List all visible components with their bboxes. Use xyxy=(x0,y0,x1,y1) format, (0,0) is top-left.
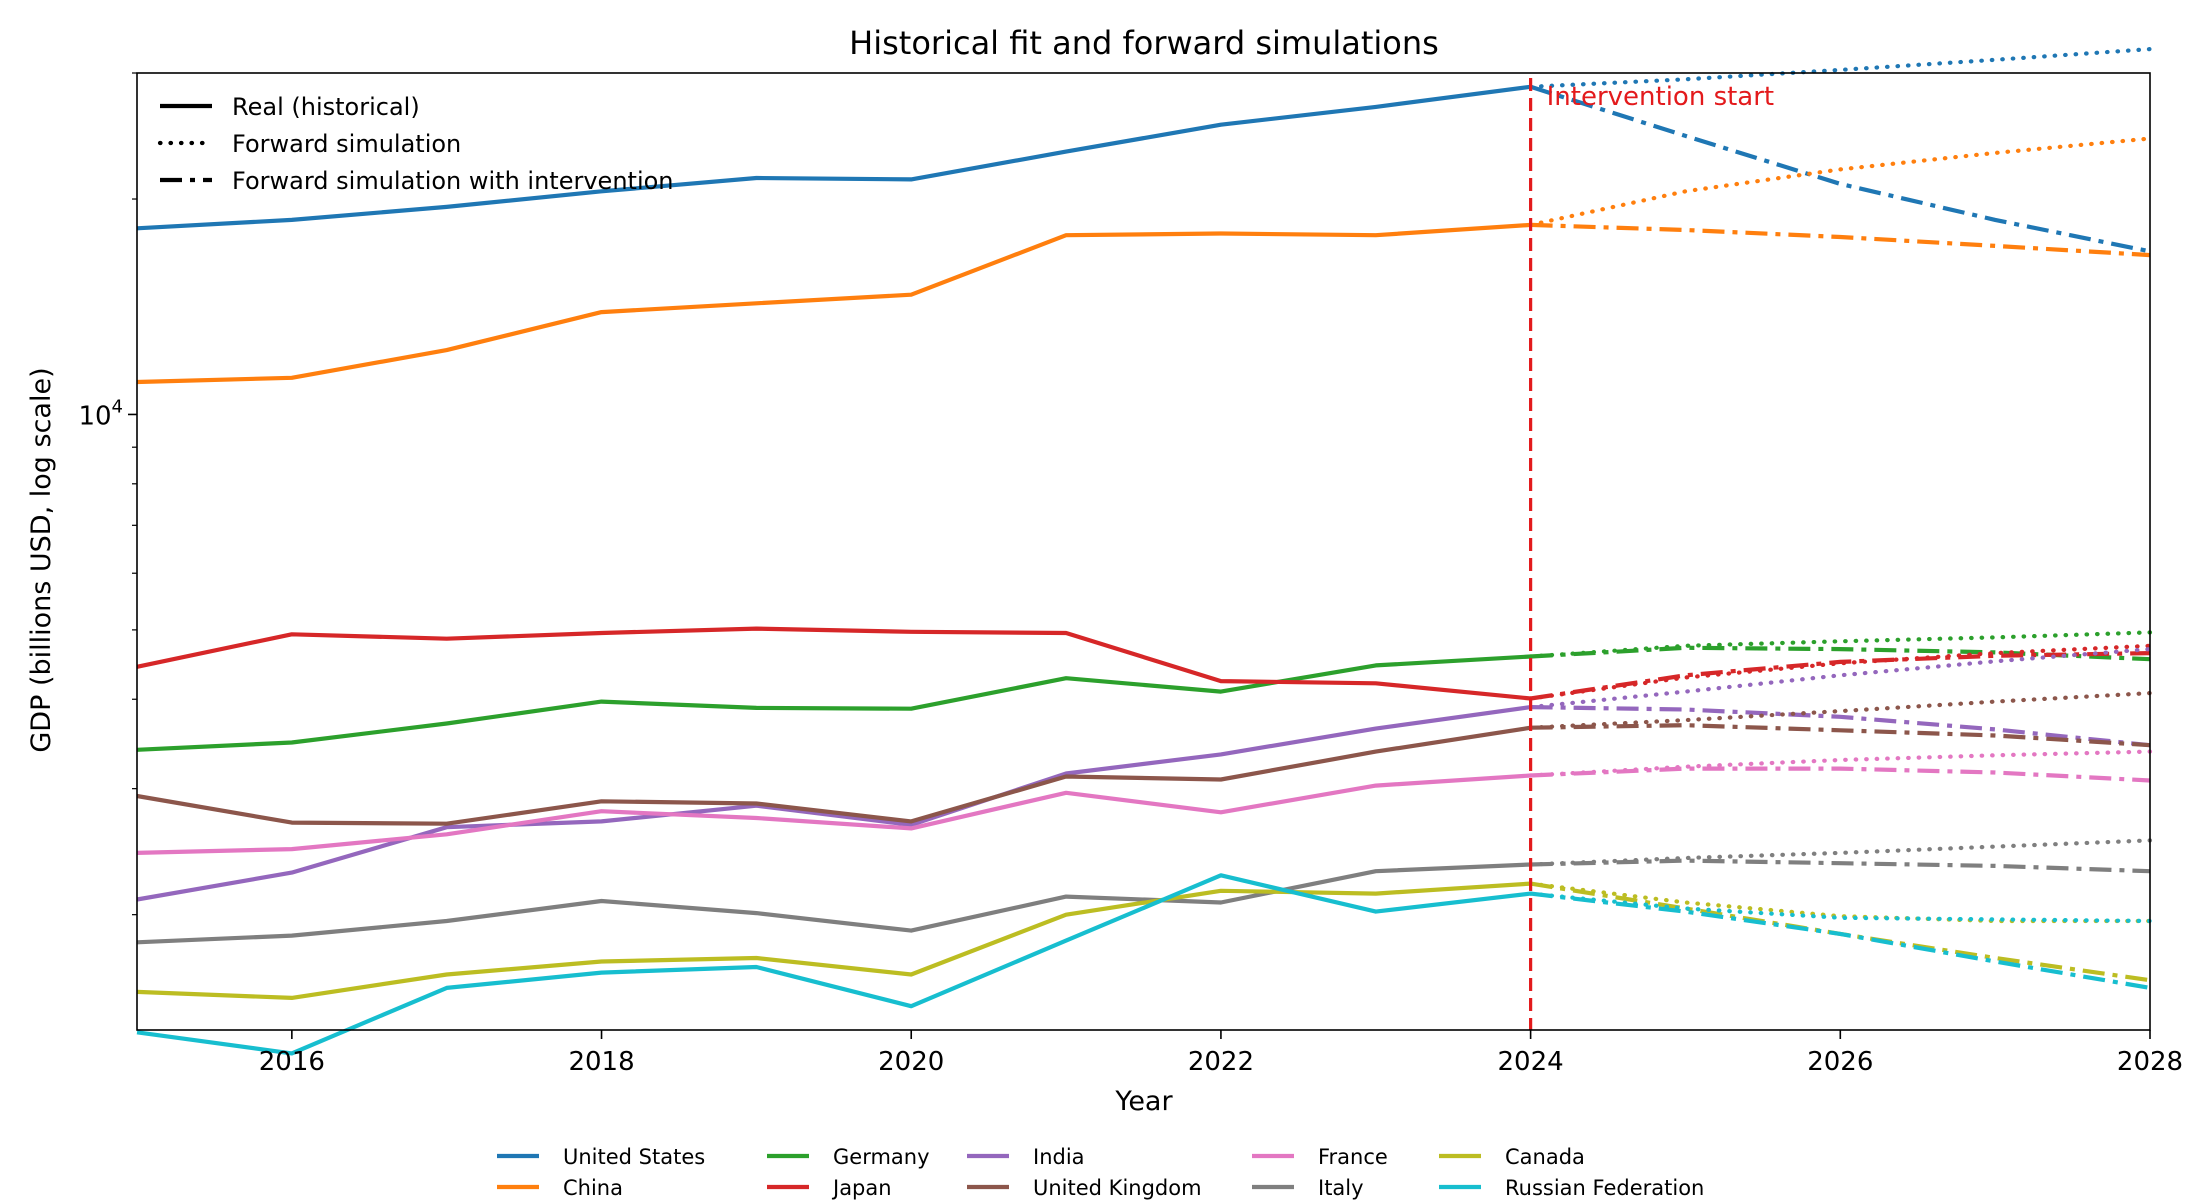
y-tick-label: 104 xyxy=(78,396,123,431)
line-russian-federation-intervention xyxy=(1530,891,2151,990)
line-france-intervention xyxy=(1530,766,2151,783)
x-tick-label: 2026 xyxy=(1807,1047,1873,1077)
intervention-label: Intervention start xyxy=(1547,82,1775,112)
series-france xyxy=(136,749,2153,855)
x-tick-label: 2016 xyxy=(259,1047,325,1077)
line-united-states-forward xyxy=(1528,46,2153,89)
line-china-intervention xyxy=(1530,222,2151,258)
chart-title: Historical fit and forward simulations xyxy=(849,24,1439,62)
line-france-historical xyxy=(136,773,1531,855)
x-tick-label: 2024 xyxy=(1498,1047,1564,1077)
series-legend-label: Canada xyxy=(1505,1145,1585,1169)
series-united-kingdom xyxy=(136,690,2153,826)
series-legend-label: United Kingdom xyxy=(1033,1176,1202,1200)
y-axis-label: GDP (billions USD, log scale) xyxy=(26,367,57,752)
series-legend-label: France xyxy=(1318,1145,1388,1169)
line-india-intervention xyxy=(1530,705,2151,748)
style-legend-label: Forward simulation xyxy=(232,130,461,158)
series-italy xyxy=(136,838,2153,945)
series-india xyxy=(136,646,2153,902)
series-legend-label: Germany xyxy=(833,1145,930,1169)
series-legend-label: United States xyxy=(563,1145,705,1169)
x-axis-label: Year xyxy=(1114,1086,1173,1117)
line-india-historical xyxy=(136,705,1531,902)
line-russian-federation-historical xyxy=(136,873,1531,1056)
series-legend: United States China Germany Japan India Unite… xyxy=(497,1145,1704,1200)
x-tick-label: 2022 xyxy=(1188,1047,1254,1077)
line-united-states-intervention xyxy=(1529,84,2151,254)
line-italy-historical xyxy=(136,862,1531,945)
series-legend-label: China xyxy=(563,1176,623,1200)
axes-frame xyxy=(136,72,2151,1031)
line-united-kingdom-historical xyxy=(136,725,1531,826)
line-united-kingdom-intervention xyxy=(1530,723,2151,748)
x-tick-label: 2028 xyxy=(2117,1047,2183,1077)
line-japan-historical xyxy=(136,626,1531,701)
line-china-historical xyxy=(136,222,1531,385)
x-tick-label: 2018 xyxy=(568,1047,634,1077)
axes: Intervention start 2016 2018 2020 2022 2024 20… xyxy=(78,72,2183,1077)
line-united-kingdom-forward xyxy=(1528,690,2153,730)
series-legend-label: Russian Federation xyxy=(1505,1176,1704,1200)
series-japan xyxy=(136,626,2153,701)
series-layer xyxy=(136,46,2153,1056)
line-japan-intervention xyxy=(1530,651,2151,701)
line-india-forward xyxy=(1528,646,2153,710)
line-china-forward xyxy=(1528,136,2153,227)
line-united-states-historical xyxy=(136,84,1531,231)
style-legend-label: Real (historical) xyxy=(232,93,420,121)
series-legend-label: India xyxy=(1033,1145,1085,1169)
style-legend: Real (historical) Forward simulation Forwa… xyxy=(157,93,674,195)
series-legend-label: Japan xyxy=(831,1176,892,1200)
line-germany-historical xyxy=(136,654,1531,752)
series-russian-federation xyxy=(136,873,2153,1056)
line-italy-intervention xyxy=(1530,858,2151,874)
series-legend-label: Italy xyxy=(1318,1176,1364,1200)
line-canada-forward xyxy=(1528,881,2153,924)
x-tick-label: 2020 xyxy=(878,1047,944,1077)
series-china xyxy=(136,136,2153,385)
style-legend-label: Forward simulation with intervention xyxy=(232,167,674,195)
series-united-states xyxy=(136,46,2153,254)
